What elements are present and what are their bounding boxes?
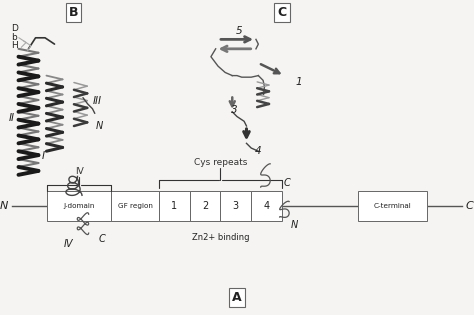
Bar: [190, 192, 220, 221]
Bar: [220, 192, 251, 221]
Bar: [251, 192, 282, 221]
Text: 4: 4: [264, 201, 270, 211]
Text: 2: 2: [202, 201, 208, 211]
Text: GF region: GF region: [118, 203, 153, 209]
Text: D: D: [11, 24, 18, 33]
Text: b: b: [11, 33, 17, 42]
Text: III: III: [93, 96, 101, 106]
Text: I: I: [42, 151, 45, 161]
Text: N: N: [290, 220, 298, 230]
Text: IV: IV: [75, 167, 84, 176]
Text: Zn2+ binding: Zn2+ binding: [191, 233, 249, 242]
Text: 5: 5: [236, 26, 243, 37]
Text: B: B: [69, 6, 78, 19]
Bar: [47, 192, 111, 221]
Text: C: C: [466, 201, 474, 211]
Bar: [111, 192, 159, 221]
Text: C: C: [99, 234, 105, 244]
Text: C-terminal: C-terminal: [374, 203, 411, 209]
Text: 1: 1: [295, 77, 302, 87]
Text: C: C: [277, 6, 287, 19]
Text: N: N: [0, 201, 8, 211]
Text: Cys repeats: Cys repeats: [194, 158, 247, 167]
Text: 1: 1: [171, 201, 177, 211]
Text: A: A: [232, 291, 242, 304]
Text: 4: 4: [255, 146, 262, 156]
Bar: [159, 192, 190, 221]
Text: J-domain: J-domain: [64, 203, 95, 209]
Bar: [358, 192, 427, 221]
Text: 3: 3: [233, 201, 239, 211]
Text: C: C: [283, 178, 290, 188]
Text: II: II: [9, 113, 15, 123]
Text: H: H: [11, 42, 18, 50]
Text: IV: IV: [64, 239, 73, 249]
Text: 3: 3: [231, 105, 238, 115]
Text: N: N: [96, 121, 103, 131]
